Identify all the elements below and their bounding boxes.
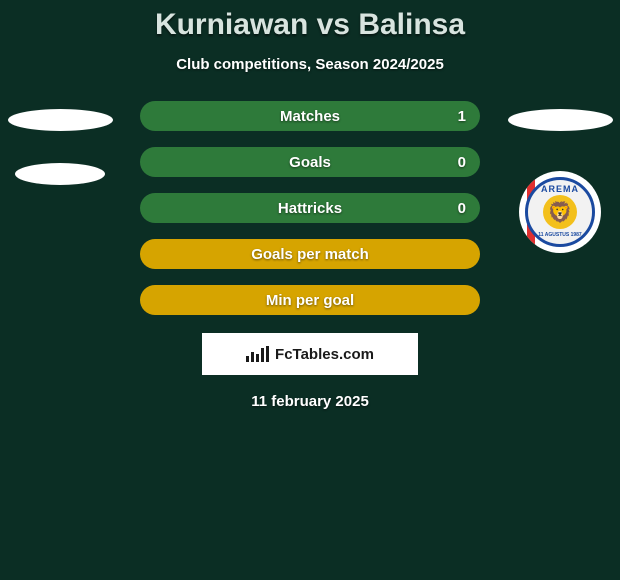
stat-bars: Matches 1 Goals 0 Hattricks 0 Goals per match M…	[140, 101, 480, 315]
badge-inner: AREMA 🦁 11 AGUSTUS 1987	[525, 177, 595, 247]
page-subtitle: Club competitions, Season 2024/2025	[0, 56, 620, 73]
comparison-content: AREMA 🦁 11 AGUSTUS 1987 Matches1Goals0Ha…	[0, 101, 620, 410]
right-player-avatar-placeholder	[508, 109, 613, 131]
stat-label: Goals per match	[251, 246, 369, 263]
badge-club-name: AREMA	[541, 184, 579, 194]
stat-bar: Goals per match	[140, 239, 480, 269]
badge-lion-icon: 🦁	[543, 195, 577, 229]
stat-label: Hattricks	[278, 200, 342, 217]
left-player-club-placeholder	[15, 163, 105, 185]
brand-chart-icon	[246, 346, 269, 362]
brand-box: FcTables.com	[202, 333, 418, 375]
right-player-club-badge: AREMA 🦁 11 AGUSTUS 1987	[519, 171, 601, 253]
stat-value-right: 1	[458, 108, 466, 125]
stat-label: Goals	[289, 154, 331, 171]
badge-date: 11 AGUSTUS 1987	[538, 232, 581, 238]
stat-label: Matches	[280, 108, 340, 125]
stat-label: Min per goal	[266, 292, 354, 309]
stat-bar: Hattricks 0	[140, 193, 480, 223]
brand-text: FcTables.com	[275, 346, 374, 363]
stat-value-right: 0	[458, 154, 466, 171]
stat-bar: Goals 0	[140, 147, 480, 177]
stat-bar: Matches 1	[140, 101, 480, 131]
left-player-avatar-placeholder	[8, 109, 113, 131]
left-player-column	[0, 101, 120, 185]
stat-bar: Min per goal	[140, 285, 480, 315]
footer-date: 11 february 2025	[0, 393, 620, 410]
right-player-column: AREMA 🦁 11 AGUSTUS 1987	[500, 101, 620, 253]
page-title: Kurniawan vs Balinsa	[0, 0, 620, 42]
stat-value-right: 0	[458, 200, 466, 217]
